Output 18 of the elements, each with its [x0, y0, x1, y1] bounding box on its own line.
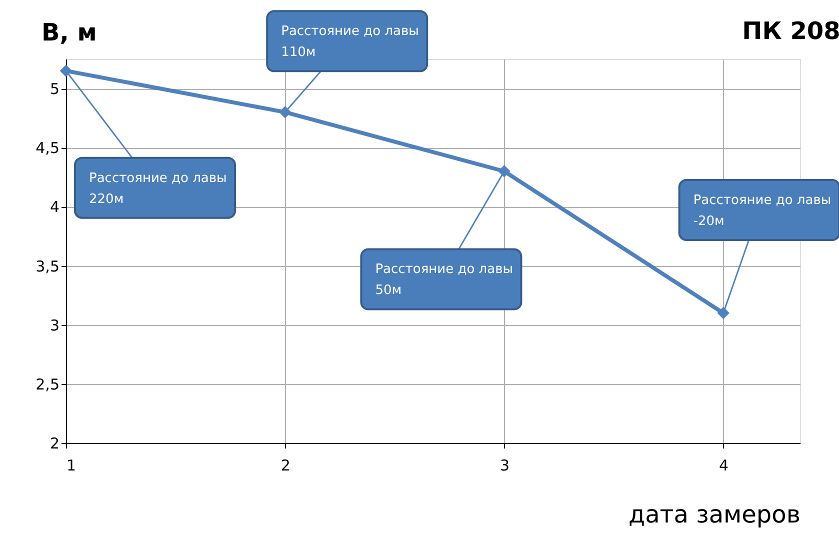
y-tick-label: 3,5	[36, 257, 60, 276]
annotation: Расстояние до лавы 110м	[281, 24, 419, 60]
y-tick-label: 4,5	[36, 139, 60, 158]
x-tick-label: 3	[500, 456, 510, 474]
x-tick-label: 1	[66, 456, 76, 474]
x-tick-label: 2	[280, 456, 290, 474]
y-tick-label: 2,5	[36, 375, 60, 394]
y-tick-label: 2	[50, 434, 60, 452]
chart-title: ПК 208	[742, 17, 839, 46]
x-tick-label: 4	[719, 456, 729, 474]
annotation: Расстояние до лавы 50м	[375, 262, 514, 298]
annotation: Расстояние до лавы 220м	[89, 170, 227, 207]
y-axis-title: B, м	[42, 18, 97, 46]
y-tick-label: 4	[50, 198, 60, 216]
annotation: Расстояние до лавы -20м	[693, 193, 832, 230]
x-axis-title: дата замеров	[628, 500, 800, 528]
y-tick-label: 5	[50, 80, 60, 98]
y-tick-label: 3	[50, 316, 60, 334]
